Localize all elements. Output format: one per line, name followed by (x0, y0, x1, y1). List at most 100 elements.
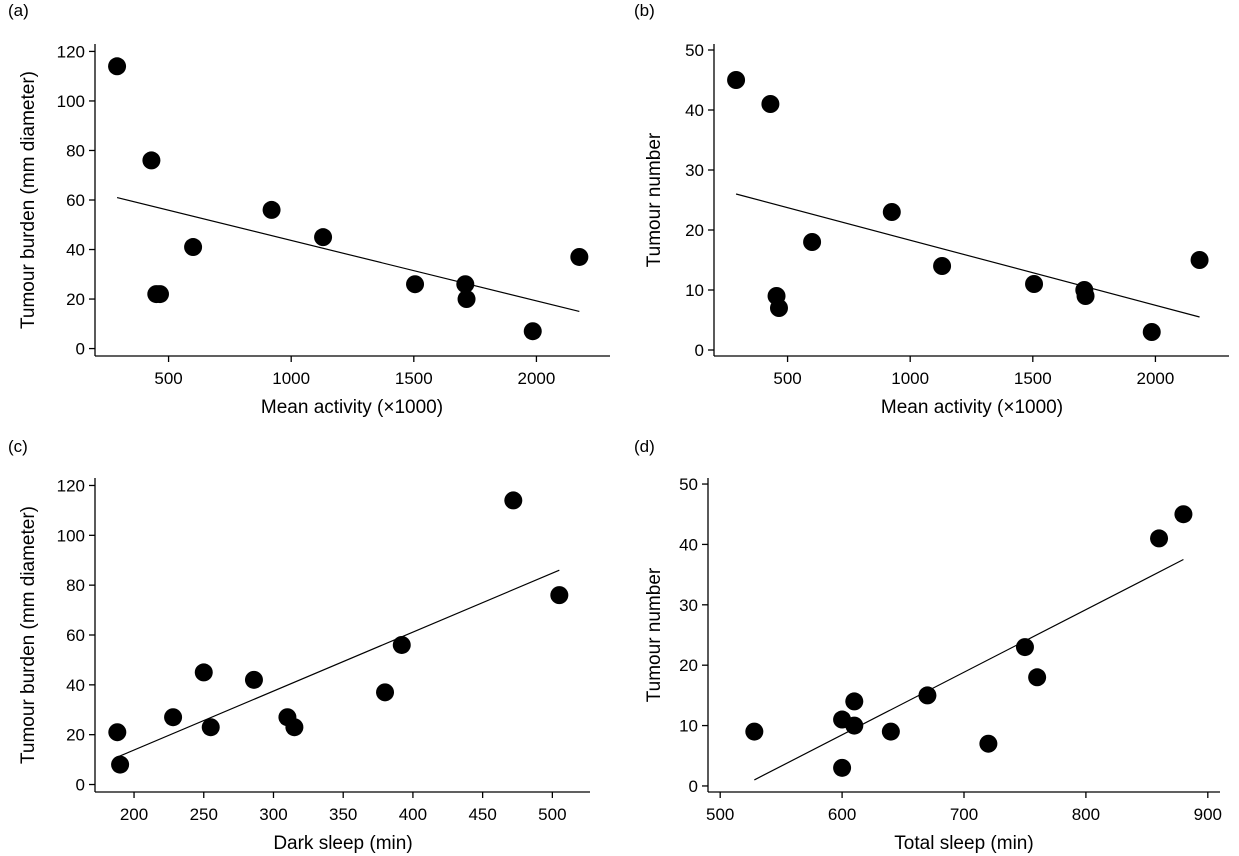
data-point (456, 275, 475, 294)
data-point (457, 290, 476, 309)
x-tick-label: 500 (706, 805, 734, 824)
y-tick-label: 80 (66, 576, 85, 595)
data-point (881, 722, 900, 741)
data-point (244, 670, 263, 689)
data-point (314, 228, 333, 247)
panel-label: (c) (8, 437, 28, 456)
y-tick-label: 120 (57, 476, 85, 495)
x-axis-label: Mean activity (×1000) (261, 397, 443, 418)
data-point (406, 275, 425, 294)
data-point (761, 95, 780, 113)
data-point (262, 200, 281, 219)
x-tick-label: 2000 (1137, 369, 1175, 388)
x-tick-label: 500 (538, 805, 566, 824)
x-tick-label: 300 (259, 805, 287, 824)
x-tick-label: 1500 (1014, 369, 1052, 388)
x-axis-label: Total sleep (min) (894, 833, 1033, 854)
data-point (108, 57, 127, 76)
data-point (111, 755, 130, 774)
y-tick-label: 40 (66, 676, 85, 695)
data-point (504, 491, 523, 510)
panel-b: (b) Tumour number Mean activity (×1000) … (634, 1, 1229, 418)
x-tick-label: 700 (950, 805, 978, 824)
data-point (979, 734, 998, 753)
data-point (392, 635, 411, 654)
x-tick-label: 600 (828, 805, 856, 824)
data-point (142, 151, 161, 170)
y-axis-label: Tumour number (644, 132, 665, 267)
data-point (1015, 638, 1034, 657)
x-tick-label: 500 (154, 369, 182, 388)
x-axis-label: Mean activity (×1000) (881, 397, 1063, 418)
y-tick-label: 20 (679, 656, 698, 675)
y-tick-label: 20 (66, 290, 85, 309)
y-axis-label: Tumour burden (mm diameter) (18, 71, 39, 329)
data-point (201, 718, 220, 737)
x-axis-label: Dark sleep (min) (273, 833, 412, 854)
y-tick-label: 80 (66, 141, 85, 160)
y-tick-label: 20 (685, 221, 704, 240)
data-point (1025, 275, 1044, 293)
x-tick-label: 800 (1072, 805, 1100, 824)
data-point (882, 203, 901, 221)
data-point (803, 233, 822, 251)
data-point (845, 716, 864, 735)
trend-line (754, 558, 1184, 781)
y-tick-label: 0 (689, 777, 698, 796)
data-point (376, 683, 395, 702)
panel-a: (a) Tumour burden (mm diameter) Mean act… (8, 1, 610, 418)
y-tick-label: 100 (57, 92, 85, 111)
y-tick-label: 60 (66, 191, 85, 210)
data-point (727, 71, 746, 89)
data-point (1174, 505, 1193, 524)
y-tick-label: 0 (76, 776, 85, 795)
x-tick-label: 900 (1194, 805, 1222, 824)
data-point (933, 257, 952, 275)
x-tick-label: 1500 (395, 369, 433, 388)
data-point (1150, 529, 1169, 548)
data-point (108, 723, 127, 742)
x-tick-label: 450 (468, 805, 496, 824)
y-axis-label: Tumour number (644, 567, 665, 702)
data-point (769, 299, 788, 317)
x-tick-label: 250 (190, 805, 218, 824)
data-point (1028, 668, 1047, 687)
data-point (550, 586, 569, 605)
data-point (184, 238, 203, 257)
data-point (164, 708, 183, 727)
panel-d: (d) Tumour number Total sleep (min) 0 10 2… (634, 437, 1222, 854)
data-point (745, 722, 764, 741)
panel-label: (d) (634, 437, 655, 456)
panel-c: (c) Tumour burden (mm diameter) Dark sle… (8, 437, 590, 854)
panel-label: (b) (634, 1, 655, 20)
data-point (570, 247, 589, 266)
y-tick-label: 40 (66, 241, 85, 260)
y-tick-label: 30 (685, 161, 704, 180)
x-tick-label: 1000 (891, 369, 929, 388)
x-tick-label: 2000 (518, 369, 556, 388)
trend-line (735, 193, 1200, 318)
data-point (833, 758, 852, 777)
x-tick-label: 350 (329, 805, 357, 824)
data-point (1076, 287, 1095, 305)
trend-line (117, 569, 560, 758)
data-point (523, 322, 542, 341)
y-tick-label: 120 (57, 42, 85, 61)
y-tick-label: 100 (57, 526, 85, 545)
y-tick-label: 0 (695, 341, 704, 360)
x-tick-label: 1000 (272, 369, 310, 388)
data-point (918, 686, 937, 705)
y-tick-label: 20 (66, 726, 85, 745)
y-tick-label: 40 (679, 535, 698, 554)
data-point (1142, 323, 1161, 341)
data-point (194, 663, 213, 682)
x-tick-label: 200 (120, 805, 148, 824)
y-tick-label: 40 (685, 101, 704, 120)
y-tick-label: 0 (76, 340, 85, 359)
y-axis-label: Tumour burden (mm diameter) (18, 506, 39, 764)
trend-line (116, 196, 580, 313)
y-tick-label: 30 (679, 596, 698, 615)
y-tick-label: 10 (685, 281, 704, 300)
y-tick-label: 60 (66, 626, 85, 645)
